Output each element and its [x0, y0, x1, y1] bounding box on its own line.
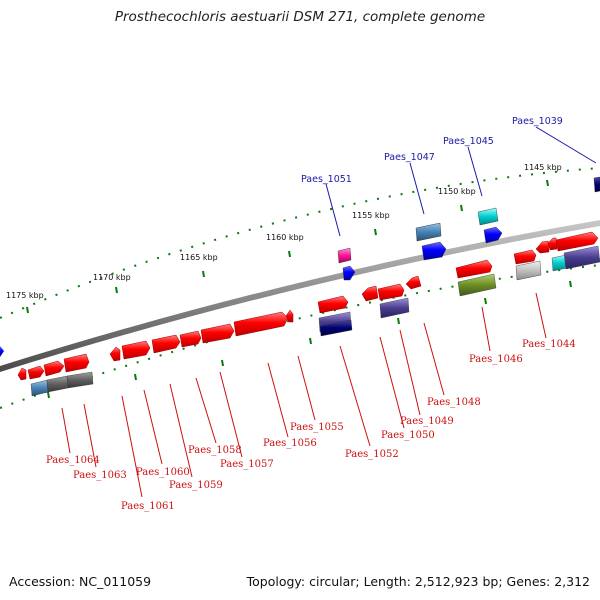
- bottom-leader-lines: [61, 292, 547, 498]
- gene-arrow: [421, 241, 447, 261]
- gene-label-top: Paes_1047: [384, 152, 435, 163]
- gene-label-bottom: Paes_1049: [400, 416, 454, 427]
- gene-arrow: [63, 353, 90, 373]
- scale-ticks-minor: [47, 280, 572, 399]
- gene-label-bottom: Paes_1059: [169, 480, 223, 491]
- gene-arrow: [27, 365, 45, 380]
- gene-label-top: Paes_1051: [301, 174, 352, 185]
- scale-label: 1165 kbp: [180, 253, 218, 262]
- gene-label-bottom: Paes_1052: [345, 449, 399, 460]
- gene-arrow: [179, 330, 202, 348]
- category-box: [30, 379, 49, 397]
- gene-arrow: [17, 367, 27, 381]
- scale-label: 1170 kbp: [93, 273, 131, 282]
- gene-label-bottom: Paes_1046: [469, 354, 523, 365]
- gene-arrow: [121, 340, 151, 360]
- gene-box: [477, 207, 499, 226]
- category-box: [515, 260, 542, 281]
- scale-ring-outer: [0, 167, 600, 319]
- scale-label: 1155 kbp: [352, 211, 390, 220]
- reverse-strand-genes: [17, 237, 558, 381]
- gene-arrow: [455, 259, 493, 279]
- scale-label: 1150 kbp: [438, 187, 476, 196]
- gene-label-bottom: Paes_1044: [522, 339, 576, 350]
- forward-strand-genes: [27, 231, 599, 380]
- gene-arrow: [377, 283, 405, 301]
- scale-label: 1175 kbp: [6, 291, 44, 300]
- genome-backbone: [0, 220, 600, 372]
- genome-summary: Topology: circular; Length: 2,512,923 bp…: [246, 574, 590, 589]
- gene-arrow: [43, 360, 65, 377]
- gene-arrow: [535, 240, 550, 254]
- map-title: Prosthecochloris aestuarii DSM 271, comp…: [114, 9, 486, 25]
- category-box: [46, 375, 69, 393]
- scale-label: 1145 kbp: [524, 163, 562, 172]
- gene-arrow: [200, 323, 235, 344]
- scale-ticks-major: [26, 179, 549, 314]
- accession-text: Accession: NC_011059: [9, 574, 152, 589]
- gene-arrow: [342, 265, 356, 281]
- gene-box: [337, 247, 352, 264]
- gene-arrow: [285, 309, 294, 323]
- gene-label-bottom: Paes_1056: [263, 438, 317, 449]
- gene-label-top: Paes_1039: [512, 116, 563, 127]
- gene-arrow: [483, 226, 503, 244]
- gene-label-bottom: Paes_1061: [121, 501, 175, 512]
- gene-arrow: [0, 346, 4, 357]
- top-strand-features: [337, 176, 600, 281]
- gene-arrow: [405, 275, 422, 290]
- category-box: [319, 319, 353, 337]
- gene-label-bottom: Paes_1057: [220, 459, 274, 470]
- cog-category-boxes: [30, 245, 600, 397]
- gene-arrow: [151, 334, 181, 354]
- gene-label-bottom: Paes_1055: [290, 422, 344, 433]
- gene-arrow: [555, 231, 599, 252]
- gene-label-bottom: Paes_1064: [46, 455, 100, 466]
- category-box: [379, 297, 410, 319]
- gene-arrow: [547, 237, 558, 251]
- scale-label: 1160 kbp: [266, 233, 304, 242]
- gene-label-bottom: Paes_1048: [427, 397, 481, 408]
- gene-arrow: [109, 346, 121, 362]
- gene-box: [415, 222, 442, 242]
- top-leader-lines: [325, 126, 597, 237]
- gene-arrow: [317, 295, 349, 314]
- gene-box: [593, 176, 600, 193]
- scale-ring-inner: [0, 264, 600, 409]
- gene-label-bottom: Paes_1050: [381, 430, 435, 441]
- gene-label-bottom: Paes_1060: [136, 467, 190, 478]
- gene-arrow: [233, 311, 289, 337]
- gene-label-top: Paes_1045: [443, 136, 494, 147]
- category-box: [457, 273, 497, 297]
- gene-label-bottom: Paes_1063: [73, 470, 127, 481]
- gene-arrow: [361, 285, 379, 302]
- category-box: [66, 371, 94, 389]
- gene-arrow: [513, 249, 537, 265]
- gene-label-bottom: Paes_1058: [188, 445, 242, 456]
- category-box: [563, 245, 600, 270]
